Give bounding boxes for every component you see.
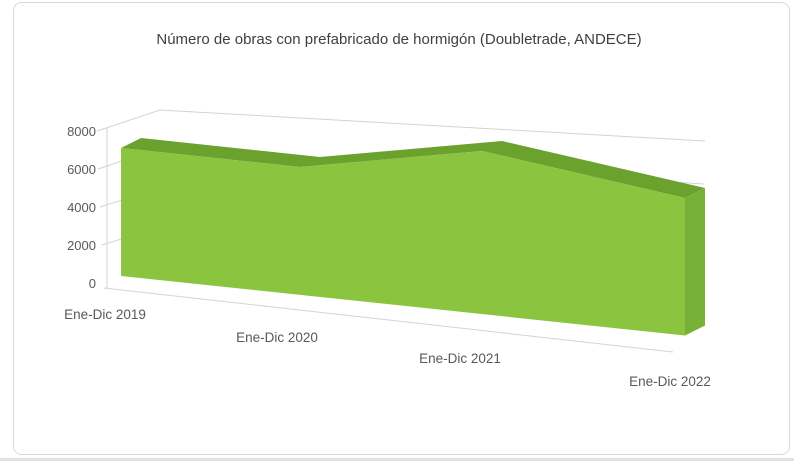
x-tick-2020: Ene-Dic 2020 [236,330,318,345]
x-tick-2019: Ene-Dic 2019 [64,307,146,322]
area-front-face [121,148,685,336]
y-axis-labels: 8000 6000 4000 2000 0 [67,124,96,291]
page-bottom-rule [0,458,794,461]
y-tick-4000: 4000 [67,200,96,215]
area-series [121,138,705,336]
x-tick-2021: Ene-Dic 2021 [419,351,501,366]
area-top-surface [121,138,705,198]
y-tick-0: 0 [89,276,96,291]
x-tick-2022: Ene-Dic 2022 [629,374,711,389]
chart-title: Número de obras con prefabricado de horm… [156,31,641,48]
x-axis-labels: Ene-Dic 2019 Ene-Dic 2020 Ene-Dic 2021 E… [64,307,711,389]
y-tick-6000: 6000 [67,162,96,177]
area-right-side-face [685,188,705,336]
y-tick-8000: 8000 [67,124,96,139]
floor-front-edge [103,287,674,353]
gridline-8000 [96,109,706,142]
y-tick-2000: 2000 [67,238,96,253]
